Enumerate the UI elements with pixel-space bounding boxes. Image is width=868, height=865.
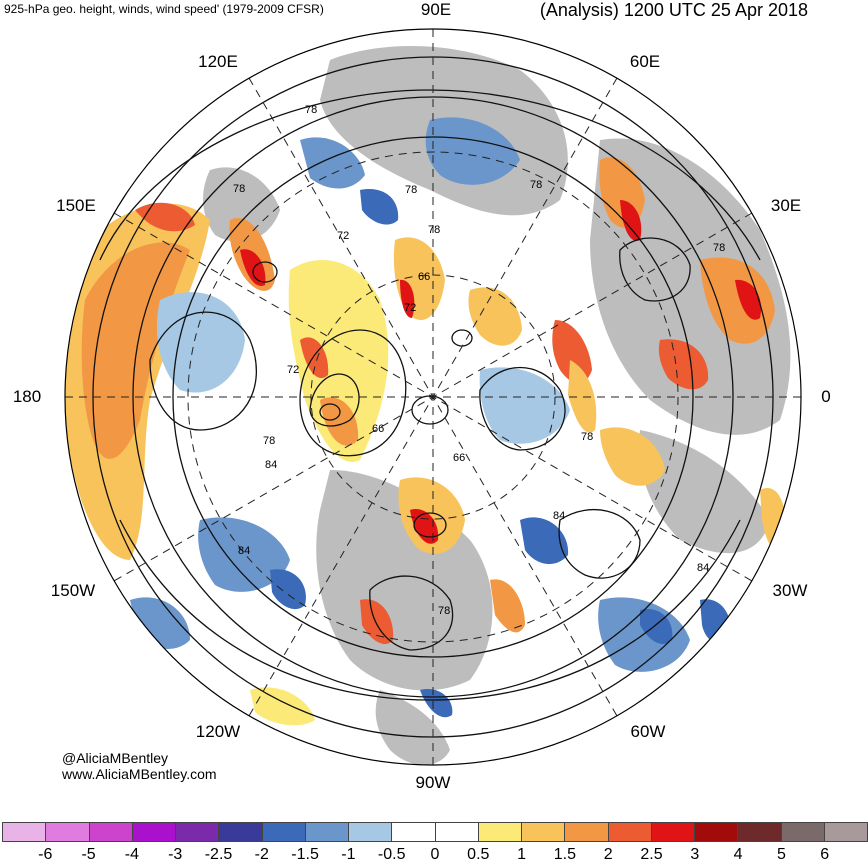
map-title-left: 925-hPa geo. height, winds, wind speed' …	[4, 2, 324, 16]
contour-labels: 78 78 78 78 72 78 66 72 78 72 78 66 84 6…	[233, 104, 725, 617]
colorbar-swatch	[608, 822, 652, 842]
contour-label: 78	[305, 104, 317, 116]
contour-label: 66	[372, 423, 384, 435]
colorbar-tick-label: 2.5	[640, 846, 663, 863]
colorbar-tick-label: -1.5	[291, 846, 319, 863]
lon-label-60e: 60E	[629, 52, 661, 71]
contour-label: 84	[265, 459, 277, 471]
colorbar-swatch	[262, 822, 306, 842]
colorbar-tick-label: 4	[733, 846, 743, 863]
colorbar-swatch	[176, 822, 220, 842]
colorbar-swatch	[349, 822, 393, 842]
contour-label: 84	[238, 545, 250, 557]
contour-label: 78	[713, 242, 725, 254]
lat-lon-grid	[65, 29, 801, 765]
colorbar-tick-label: -3	[168, 846, 183, 863]
lon-label-60w: 60W	[630, 722, 666, 741]
colorbar-swatch	[132, 822, 176, 842]
colorbar-tick-label: -4	[124, 846, 140, 863]
colorbar-tick-label: 5	[776, 846, 786, 863]
contour-label: 72	[287, 364, 299, 376]
contour-label: 78	[438, 605, 450, 617]
lon-label-30w: 30W	[772, 581, 808, 600]
map-disc	[65, 29, 801, 765]
contour-label: 78	[405, 184, 417, 196]
lon-label-150w: 150W	[50, 581, 96, 600]
colorbar-tick-label: -1	[341, 846, 356, 863]
colorbar-swatch	[738, 822, 782, 842]
colorbar-swatch	[695, 822, 739, 842]
colorbar-swatch	[478, 822, 522, 842]
colorbar-tick-label: 0	[430, 846, 440, 863]
contour-label: 78	[530, 179, 542, 191]
colorbar	[2, 822, 868, 842]
lon-label-90w: 90W	[415, 773, 451, 792]
credit-website: www.AliciaMBentley.com	[62, 766, 217, 782]
lon-label-90e: 90E	[420, 0, 452, 19]
colorbar-swatch	[46, 822, 90, 842]
contour-label: 84	[553, 510, 565, 522]
colorbar-tick-label: 1	[517, 846, 527, 863]
contour-label: 78	[581, 431, 593, 443]
colorbar-tick-label: -5	[81, 846, 96, 863]
colorbar-tick-label: 1.5	[553, 846, 577, 863]
colorbar-tick-label: -2.5	[204, 846, 233, 863]
colorbar-swatch	[89, 822, 133, 842]
colorbar-tick-label: -0.5	[377, 846, 406, 863]
lon-label-150e: 150E	[56, 196, 96, 215]
colorbar-tick-label: 2	[603, 846, 613, 863]
contour-label: 78	[233, 183, 245, 195]
contour-label: 78	[263, 435, 275, 447]
colorbar-swatch	[305, 822, 349, 842]
colorbar-swatch	[824, 822, 868, 842]
contour-label: 66	[418, 271, 430, 283]
credit-twitter: @AliciaMBentley	[62, 750, 169, 766]
colorbar-tick-label: -2	[254, 846, 269, 863]
colorbar-swatch	[219, 822, 263, 842]
colorbar-swatch	[2, 822, 47, 842]
colorbar-labels: -6 -5 -4 -3 -2.5 -2 -1.5 -1 -0.5 0 0.5 1 1.5 2 2.5 3 4 5 6	[2, 846, 868, 864]
lon-label-30e: 30E	[770, 196, 802, 215]
contour-label: 78	[428, 224, 440, 236]
map-title-right: (Analysis) 1200 UTC 25 Apr 2018	[539, 0, 808, 20]
lon-label-0: 0	[821, 387, 831, 406]
lon-label-120w: 120W	[195, 722, 241, 741]
colorbar-swatch	[651, 822, 695, 842]
colorbar-tick-label: -6	[38, 846, 53, 863]
lon-label-180: 180	[12, 387, 42, 406]
colorbar-tick-label: 0.5	[467, 846, 490, 863]
contour-label: 72	[337, 230, 349, 242]
contour-label: 84	[697, 562, 709, 574]
colorbar-tick-label: 6	[820, 846, 830, 863]
lon-label-120e: 120E	[198, 52, 238, 71]
colorbar-swatch	[435, 822, 479, 842]
colorbar-swatch	[522, 822, 566, 842]
colorbar-swatch	[392, 822, 436, 842]
contour-label: 72	[404, 302, 416, 314]
map-boundary	[64, 28, 802, 766]
colorbar-swatch	[781, 822, 825, 842]
contour-label: 66	[453, 452, 465, 464]
colorbar-swatch	[565, 822, 609, 842]
colorbar-tick-label: 3	[690, 846, 700, 863]
